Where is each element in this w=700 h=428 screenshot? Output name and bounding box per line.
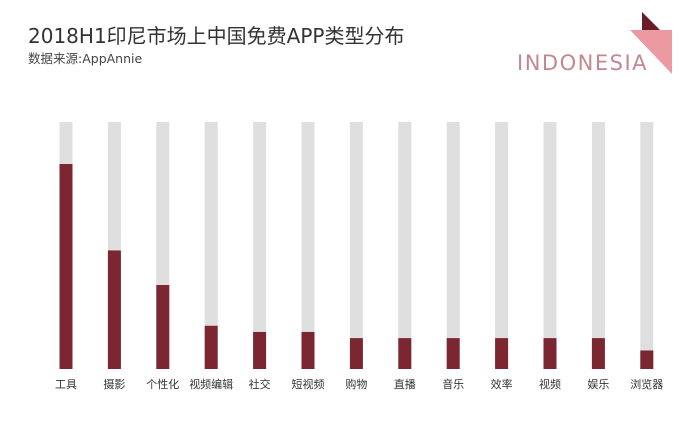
bar-track: [495, 122, 509, 369]
bar-track: [640, 122, 654, 369]
category-label: 视频编辑: [189, 377, 233, 391]
bar-效率: [495, 338, 509, 369]
bar-track: [204, 122, 218, 369]
category-label: 直播: [394, 377, 416, 391]
category-label: 工具: [55, 378, 77, 391]
bar-track: [349, 122, 363, 369]
category-label: 音乐: [442, 377, 464, 391]
category-label: 视频: [539, 377, 561, 391]
category-label: 摄影: [103, 377, 125, 391]
bar-track: [446, 122, 460, 369]
bar-短视频: [301, 331, 315, 369]
corner-accent-icon: [630, 30, 672, 74]
bar-视频: [543, 338, 557, 369]
bar-工具: [59, 163, 73, 369]
bar-track: [301, 122, 315, 369]
bar-浏览器: [640, 350, 654, 369]
category-label: 个性化: [146, 377, 179, 391]
category-label: 浏览器: [630, 377, 663, 391]
category-label: 娱乐: [587, 377, 609, 391]
bar-摄影: [107, 250, 121, 369]
bar-track: [591, 122, 605, 369]
category-labels: 工具 摄影 个性化 视频编辑 社交 短视频 购物 直播 音乐 效率 视频 娱乐 浏览器: [55, 377, 663, 391]
bar-track: [543, 122, 557, 369]
category-label: 社交: [249, 377, 271, 391]
bar-tracks: [59, 122, 654, 369]
bar-track: [398, 122, 412, 369]
chart-title: 2018H1印尼市场上中国免费APP类型分布: [28, 24, 405, 48]
bar-个性化: [156, 285, 170, 369]
category-label: 购物: [345, 377, 367, 391]
data-source: 数据来源:AppAnnie: [28, 51, 143, 66]
bar-音乐: [446, 338, 460, 369]
bar-娱乐: [591, 338, 605, 369]
bar-购物: [349, 338, 363, 369]
bar-series: [59, 163, 654, 369]
bar-track: [253, 122, 267, 369]
corner-triangle-icon: [642, 12, 664, 34]
country-label: INDONESIA: [517, 51, 648, 75]
category-label: 短视频: [292, 377, 325, 391]
bar-直播: [398, 338, 412, 369]
bar-社交: [253, 331, 267, 369]
bar-视频编辑: [204, 325, 218, 369]
category-label: 效率: [491, 377, 513, 391]
